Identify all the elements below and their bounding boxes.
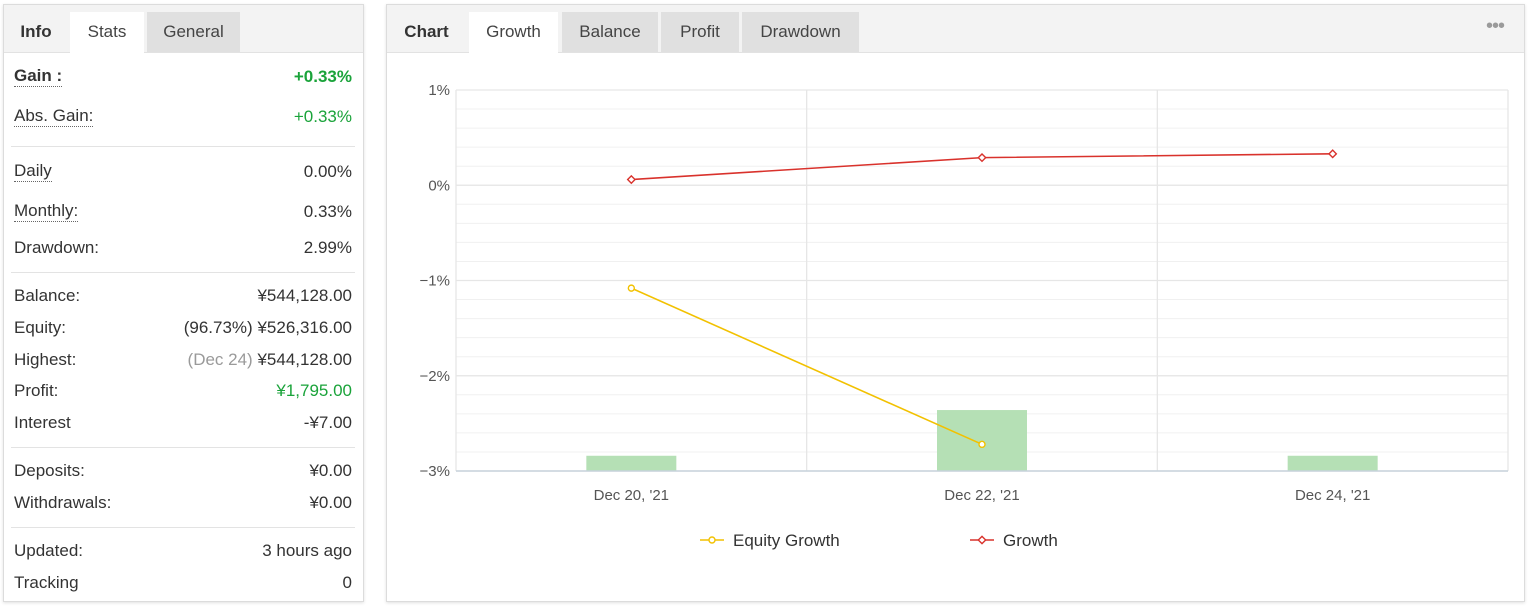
abs-gain-label[interactable]: Abs. Gain: — [14, 106, 94, 127]
stat-deposits: Deposits: ¥0.00 — [14, 460, 352, 482]
tab-info[interactable]: Info — [20, 22, 52, 41]
monthly-label[interactable]: Monthly: — [14, 201, 79, 222]
stat-highest: Highest: (Dec 24) ¥544,128.00 — [14, 349, 352, 371]
monthly-value: 0.33% — [303, 202, 352, 221]
bar — [1287, 455, 1378, 471]
y-tick-label: 1% — [428, 82, 450, 99]
stat-tracking: Tracking 0 — [14, 572, 352, 594]
y-tick-label: −3% — [420, 463, 450, 480]
daily-label[interactable]: Daily — [14, 161, 52, 182]
tab-growth[interactable]: Growth — [469, 12, 558, 53]
drawdown-label: Drawdown: — [14, 238, 100, 257]
updated-value: 3 hours ago — [262, 541, 352, 560]
growth-point — [626, 174, 637, 185]
tab-balance[interactable]: Balance — [562, 12, 658, 52]
profit-label: Profit: — [14, 381, 59, 400]
equity-label: Equity: — [14, 318, 66, 337]
withdrawals-value: ¥0.00 — [309, 493, 352, 512]
y-tick-label: 0% — [428, 177, 450, 194]
equity-growth-point — [627, 284, 636, 292]
chart-legend[interactable]: Equity Growth Growth — [700, 531, 1058, 550]
profit-value: ¥1,795.00 — [276, 381, 352, 400]
highest-label: Highest: — [14, 350, 77, 369]
stat-balance: Balance: ¥544,128.00 — [14, 285, 352, 307]
stat-interest: Interest -¥7.00 — [14, 412, 352, 434]
bar-series — [586, 410, 1378, 471]
tab-chart[interactable]: Chart — [404, 22, 449, 41]
abs-gain-value: +0.33% — [293, 107, 352, 126]
x-tick-label: Dec 22, '21 — [944, 487, 1019, 504]
divider — [11, 447, 355, 448]
bar — [937, 410, 1027, 471]
stat-monthly: Monthly: 0.33% — [14, 201, 352, 223]
equity-percent: (96.73%) — [183, 318, 253, 337]
bar — [586, 455, 677, 471]
equity-value-group: (96.73%) ¥526,316.00 — [184, 317, 352, 339]
deposits-value: ¥0.00 — [309, 461, 352, 480]
divider — [11, 272, 355, 273]
stat-gain: Gain : +0.33% — [14, 66, 352, 88]
chart-tabbar: Chart Growth Balance Profit Drawdown ••• — [387, 5, 1524, 53]
growth-legend-label: Growth — [1003, 531, 1058, 550]
chart-grid — [455, 89, 1509, 472]
withdrawals-label: Withdrawals: — [14, 493, 112, 512]
y-tick-label: −2% — [420, 368, 450, 385]
x-tick-label: Dec 24, '21 — [1295, 487, 1370, 504]
equity-growth-line — [631, 287, 983, 446]
divider — [11, 527, 355, 528]
equity-growth-legend-label: Equity Growth — [733, 531, 840, 550]
tab-profit[interactable]: Profit — [661, 12, 739, 52]
tracking-value: 0 — [342, 573, 352, 592]
equity-growth-point — [978, 440, 986, 449]
tab-drawdown[interactable]: Drawdown — [742, 12, 859, 52]
more-dots-icon[interactable]: ••• — [1485, 15, 1505, 37]
highest-value-group: (Dec 24) ¥544,128.00 — [188, 349, 352, 371]
x-tick-label: Dec 20, '21 — [594, 487, 669, 504]
balance-label: Balance: — [14, 286, 81, 305]
tracking-label: Tracking — [14, 573, 79, 592]
highest-date: (Dec 24) — [187, 350, 253, 369]
updated-label: Updated: — [14, 541, 83, 560]
stat-abs-gain: Abs. Gain: +0.33% — [14, 106, 352, 128]
drawdown-value: 2.99% — [303, 238, 352, 257]
highest-value: ¥544,128.00 — [257, 350, 352, 369]
chart-axes: 1% 0% −1% −2% −3% Dec 20, '21 Dec 22, '21 Dec 2… — [420, 82, 1508, 504]
stats-panel: Info Stats General Gain : +0.33% Abs. Ga… — [3, 4, 364, 602]
gain-label[interactable]: Gain : — [14, 66, 63, 87]
chart-panel: Chart Growth Balance Profit Drawdown •••… — [386, 4, 1525, 602]
stat-updated: Updated: 3 hours ago — [14, 540, 352, 562]
divider — [11, 146, 355, 147]
interest-value: -¥7.00 — [303, 413, 352, 432]
stat-profit: Profit: ¥1,795.00 — [14, 380, 352, 402]
line-series — [626, 149, 1338, 449]
daily-value: 0.00% — [303, 162, 352, 181]
growth-point — [977, 152, 987, 163]
tab-general[interactable]: General — [147, 12, 240, 52]
tab-stats[interactable]: Stats — [70, 12, 144, 53]
interest-label: Interest — [14, 413, 71, 432]
equity-value: ¥526,316.00 — [257, 318, 352, 337]
equity-growth-legend-marker — [708, 536, 716, 544]
gain-value: +0.33% — [293, 67, 352, 86]
stat-withdrawals: Withdrawals: ¥0.00 — [14, 492, 352, 514]
deposits-label: Deposits: — [14, 461, 85, 480]
stat-drawdown: Drawdown: 2.99% — [14, 237, 352, 259]
stat-daily: Daily 0.00% — [14, 161, 352, 183]
growth-point — [1327, 149, 1338, 159]
balance-value: ¥544,128.00 — [257, 286, 352, 305]
stat-equity: Equity: (96.73%) ¥526,316.00 — [14, 317, 352, 339]
stats-tabbar: Info Stats General — [4, 5, 363, 53]
y-tick-label: −1% — [420, 273, 450, 290]
growth-legend-marker — [977, 535, 987, 545]
growth-chart: 1% 0% −1% −2% −3% Dec 20, '21 Dec 22, '21 Dec 2… — [420, 82, 1509, 550]
